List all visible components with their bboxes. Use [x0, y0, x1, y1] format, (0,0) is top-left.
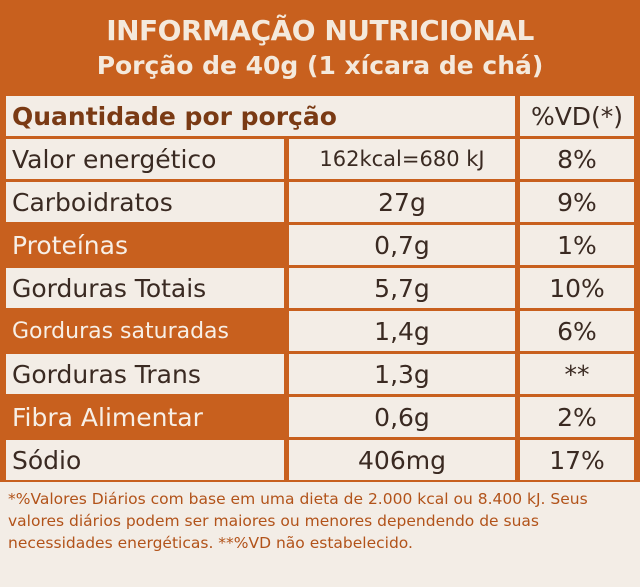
table-cell: 17% — [520, 440, 634, 480]
table-row: Gorduras saturadas 1,4g 6% — [6, 311, 634, 351]
table-cell: Gorduras saturadas — [12, 318, 230, 344]
table-row: Carboidratos 27g 9% — [6, 182, 634, 222]
table-row: Gorduras Trans 1,3g ** — [6, 354, 634, 394]
table-cell: 6% — [520, 311, 634, 351]
table-cell: 1% — [520, 225, 634, 265]
title: INFORMAÇÃO NUTRICIONAL — [106, 14, 534, 47]
table-cell: 0,6g — [289, 397, 515, 437]
table-cell: Gorduras Totais — [6, 268, 284, 308]
table-row: Valor energético 162kcal=680 kJ 8% — [6, 139, 634, 179]
table-row: Proteínas 0,7g 1% — [6, 225, 634, 265]
table-cell: 1,4g — [289, 311, 515, 351]
table-row: Sódio 406mg 17% — [6, 440, 634, 480]
table-cell: Fibra Alimentar — [12, 402, 203, 432]
table-cell: 1,3g — [289, 354, 515, 394]
table-cell: 8% — [520, 139, 634, 179]
table-cell: 9% — [520, 182, 634, 222]
nutrition-table: Quantidade por porção %VD(*) Valor energét… — [6, 96, 634, 483]
table-cell: 5,7g — [289, 268, 515, 308]
table-cell: 10% — [520, 268, 634, 308]
table-cell: 27g — [289, 182, 515, 222]
table-cell: Proteínas — [12, 230, 128, 260]
table-row: Gorduras Totais 5,7g 10% — [6, 268, 634, 308]
table-cell: 2% — [520, 397, 634, 437]
table-cell: Carboidratos — [6, 182, 284, 222]
table-cell: Valor energético — [6, 139, 284, 179]
table-cell: Gorduras Trans — [6, 354, 284, 394]
header: INFORMAÇÃO NUTRICIONAL Porção de 40g (1 … — [0, 0, 640, 92]
table-cell: Sódio — [6, 440, 284, 480]
footnote: *%Valores Diários com base em uma dieta … — [0, 482, 640, 587]
header-cell: %VD(*) — [520, 96, 634, 136]
subtitle: Porção de 40g (1 xícara de chá) — [96, 51, 544, 80]
table-cell: ** — [520, 354, 634, 394]
header-cell: Quantidade por porção — [6, 96, 515, 136]
table-cell: 406mg — [289, 440, 515, 480]
table-cell: 162kcal=680 kJ — [289, 139, 515, 179]
header-row: Quantidade por porção %VD(*) — [6, 96, 634, 136]
table-cell: 0,7g — [289, 225, 515, 265]
table-row: Fibra Alimentar 0,6g 2% — [6, 397, 634, 437]
